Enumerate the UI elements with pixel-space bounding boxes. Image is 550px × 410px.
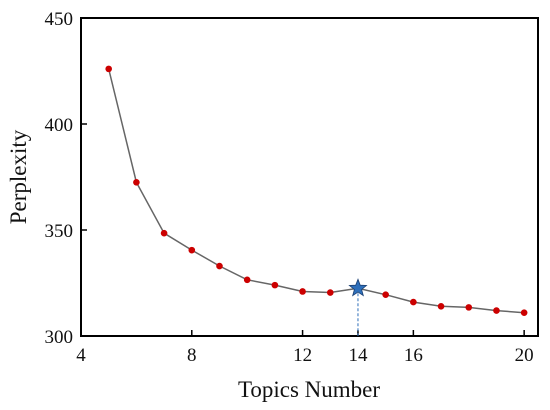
data-point-7 (160, 229, 168, 237)
data-point-8 (188, 246, 196, 254)
data-point-16 (410, 298, 417, 306)
x-tick-label-12: 12 (293, 345, 312, 366)
x-tick-label-8: 8 (187, 345, 197, 366)
x-tick-label-14: 14 (348, 345, 368, 366)
x-axis-title: Topics Number (238, 377, 380, 402)
y-axis-title: Perplexity (6, 129, 31, 224)
data-point-6 (133, 179, 140, 186)
data-point-9 (216, 262, 223, 270)
star-marker (348, 278, 368, 297)
data-point-20 (520, 309, 528, 316)
x-tick-label-20: 20 (515, 345, 534, 366)
plot-frame (80, 17, 539, 337)
data-point-10 (243, 276, 251, 284)
y-tick-label-350: 350 (45, 221, 74, 242)
y-tick-label-450: 450 (45, 9, 74, 30)
series-line (107, 68, 525, 314)
y-tick-label-400: 400 (45, 115, 74, 136)
x-tick-label-4: 4 (76, 345, 86, 366)
data-point-15 (382, 291, 389, 298)
data-point-13 (326, 289, 334, 296)
data-point-17 (437, 303, 445, 310)
tick-labels: 4 8 12 14 16 20 300 350 400 450 (45, 9, 534, 366)
data-point-12 (299, 288, 306, 295)
data-point-5 (105, 65, 112, 73)
data-point-18 (465, 304, 473, 311)
data-point-11 (271, 281, 279, 289)
x-tick-label-16: 16 (404, 345, 423, 366)
y-tick-label-300: 300 (45, 327, 74, 348)
series-group (105, 65, 528, 336)
data-point-19 (493, 307, 500, 314)
